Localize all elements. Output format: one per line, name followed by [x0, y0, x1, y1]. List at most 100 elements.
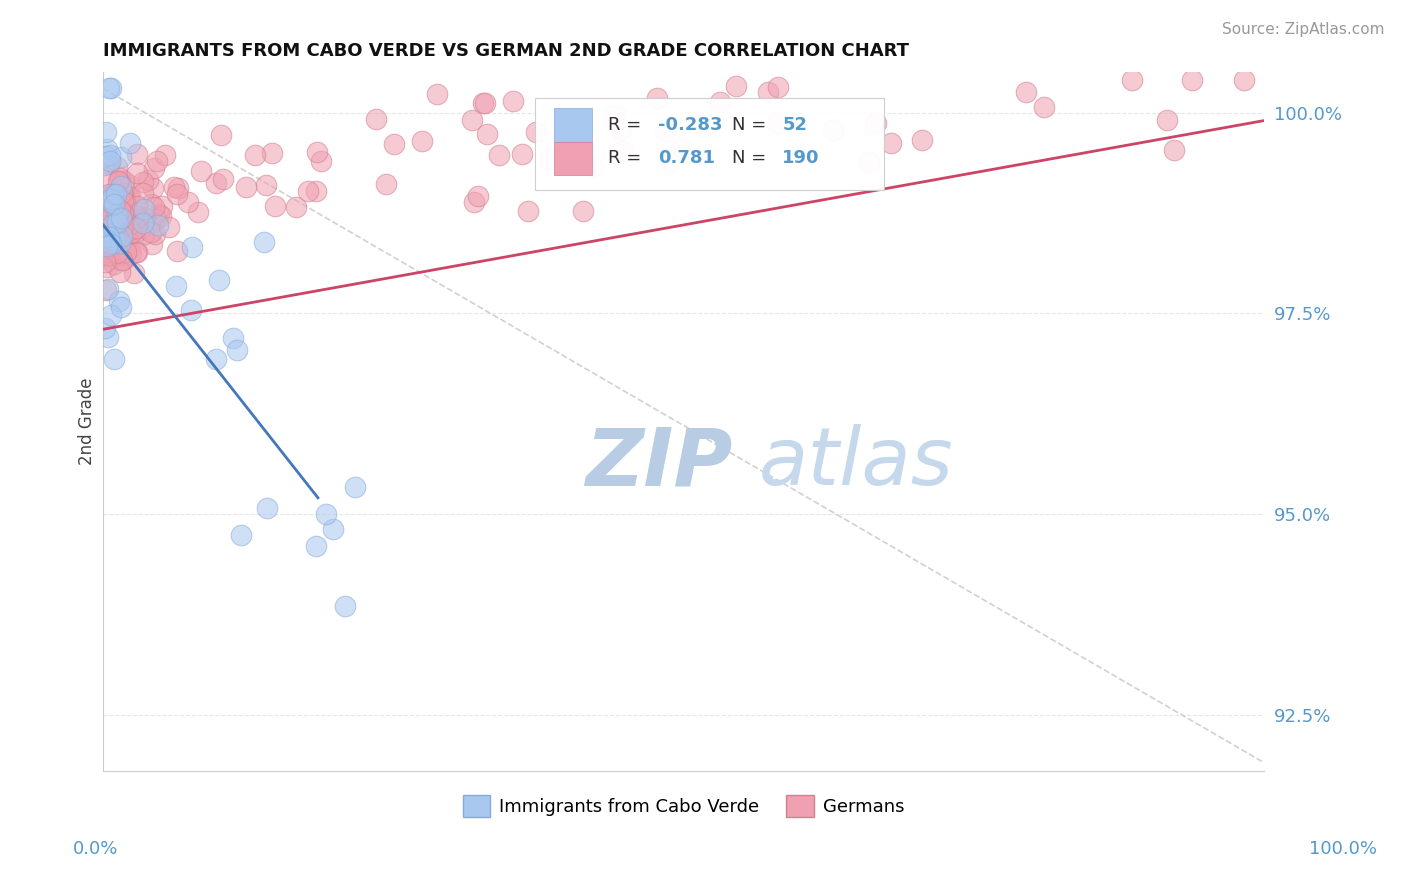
Point [104, 196, 127, 211]
Point [475, 127, 498, 141]
Point [1181, 73, 1204, 87]
Point [537, 153, 560, 167]
Point [101, 218, 124, 232]
Point [110, 221, 132, 235]
Point [411, 134, 433, 148]
Point [108, 294, 131, 309]
Point [1121, 73, 1143, 87]
Point [105, 209, 128, 223]
Text: 190: 190 [782, 149, 820, 168]
Point [101, 209, 124, 223]
Text: -0.283: -0.283 [658, 116, 723, 134]
Point [105, 215, 128, 229]
Point [284, 200, 307, 214]
Point [166, 244, 188, 259]
Point [110, 300, 132, 314]
Point [93, 158, 115, 172]
Point [231, 528, 253, 542]
Point [115, 205, 138, 219]
Point [96, 239, 118, 253]
Point [125, 221, 148, 235]
Point [205, 176, 228, 190]
FancyBboxPatch shape [536, 98, 884, 190]
Point [375, 178, 398, 192]
Point [524, 125, 547, 139]
Point [103, 226, 125, 240]
Point [235, 180, 257, 194]
Point [108, 264, 131, 278]
Point [94, 202, 117, 216]
Point [112, 173, 135, 187]
Point [96, 194, 118, 209]
Point [94, 149, 117, 163]
Point [114, 200, 136, 214]
Text: R =: R = [609, 149, 641, 168]
Point [104, 234, 127, 248]
Text: N =: N = [733, 116, 766, 134]
Point [253, 235, 276, 250]
Point [134, 202, 156, 216]
Point [725, 79, 748, 94]
Point [121, 215, 143, 229]
Point [671, 141, 693, 155]
Text: Source: ZipAtlas.com: Source: ZipAtlas.com [1222, 22, 1385, 37]
Point [572, 204, 595, 219]
Point [756, 85, 779, 99]
Point [149, 210, 172, 224]
Point [136, 173, 159, 187]
Point [145, 153, 167, 168]
Point [264, 198, 287, 212]
Point [382, 136, 405, 151]
Point [103, 196, 125, 211]
Point [132, 227, 155, 242]
Point [111, 228, 134, 243]
Point [97, 330, 120, 344]
Point [125, 245, 148, 260]
Point [143, 227, 166, 241]
Point [205, 352, 228, 367]
Point [122, 206, 145, 220]
Point [105, 203, 128, 218]
Point [163, 180, 186, 194]
Point [108, 211, 131, 225]
Point [105, 160, 128, 174]
Point [768, 79, 790, 94]
Point [101, 187, 124, 202]
Point [366, 112, 388, 127]
Point [112, 194, 135, 208]
Point [124, 227, 146, 241]
Point [221, 330, 243, 344]
Text: IMMIGRANTS FROM CABO VERDE VS GERMAN 2ND GRADE CORRELATION CHART: IMMIGRANTS FROM CABO VERDE VS GERMAN 2ND… [103, 42, 910, 60]
Point [110, 179, 132, 194]
Point [488, 148, 510, 162]
Point [165, 279, 187, 293]
Point [181, 240, 204, 254]
Point [94, 283, 117, 297]
Point [96, 142, 118, 156]
Point [118, 190, 141, 204]
Point [110, 246, 132, 260]
Point [823, 123, 845, 137]
Point [190, 164, 212, 178]
Point [461, 112, 484, 127]
Point [107, 174, 129, 188]
Point [1015, 85, 1038, 99]
Point [157, 219, 180, 234]
Point [110, 150, 132, 164]
Point [177, 195, 200, 210]
Point [609, 122, 631, 136]
Point [112, 194, 135, 208]
Point [125, 210, 148, 224]
Point [97, 245, 120, 260]
Point [94, 169, 117, 184]
Point [111, 252, 134, 267]
Point [510, 147, 533, 161]
Point [139, 226, 162, 240]
Point [94, 222, 117, 236]
Point [654, 123, 676, 137]
Point [111, 252, 134, 267]
Point [94, 206, 117, 220]
Point [103, 218, 125, 232]
Point [118, 204, 141, 219]
Point [98, 230, 121, 244]
